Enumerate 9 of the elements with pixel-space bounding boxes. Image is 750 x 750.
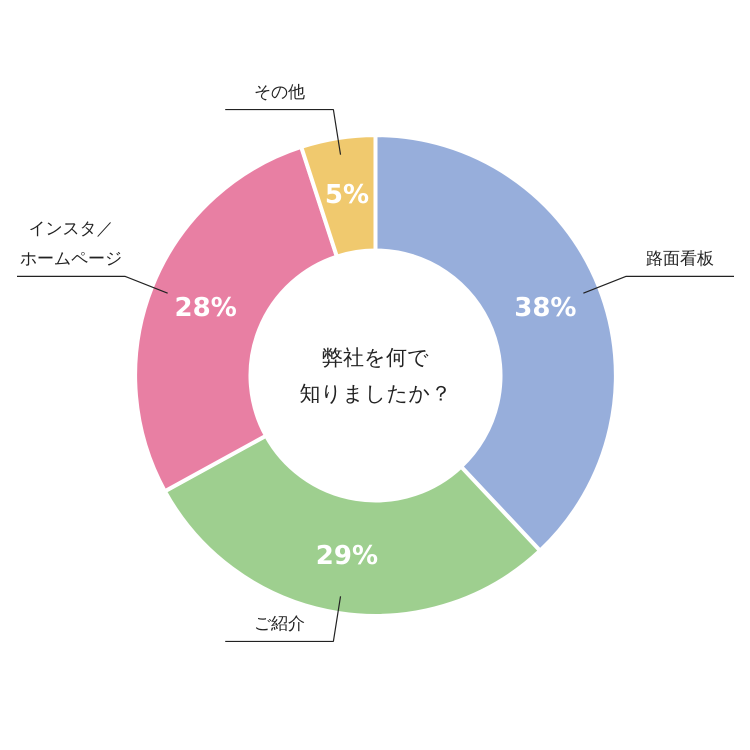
text: 弊社を何で知りましたか？ (300, 346, 452, 406)
slice-label: 路面看板 (646, 249, 714, 270)
slice-label: その他 (254, 82, 305, 102)
slice-label: インスタ／ホームページ (20, 219, 122, 270)
data-label: 28% (174, 293, 237, 324)
slice-label: ご紹介 (254, 614, 305, 634)
data-label: 29% (316, 540, 378, 571)
data-label: 5% (324, 180, 370, 210)
data-label: 38% (514, 293, 576, 324)
